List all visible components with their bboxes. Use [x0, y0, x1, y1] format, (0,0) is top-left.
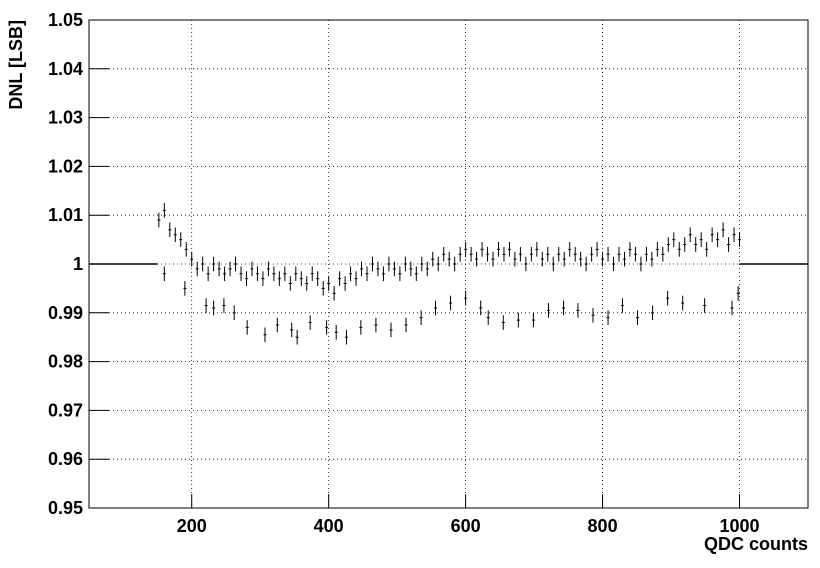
y-tick-label: 1.01: [48, 205, 83, 225]
y-axis-label: DNL [LSB]: [6, 20, 26, 110]
x-tick-label: 600: [451, 516, 481, 536]
y-tick-label: 1: [73, 254, 83, 274]
y-tick-label: 1.03: [48, 108, 83, 128]
x-tick-label: 200: [177, 516, 207, 536]
y-tick-label: 1.02: [48, 156, 83, 176]
y-tick-label: 0.95: [48, 498, 83, 518]
y-tick-label: 0.99: [48, 303, 83, 323]
x-tick-label: 800: [588, 516, 618, 536]
y-tick-label: 0.96: [48, 449, 83, 469]
y-tick-label: 1.05: [48, 10, 83, 30]
x-axis-label: QDC counts: [704, 534, 808, 554]
y-tick-label: 1.04: [48, 59, 83, 79]
y-tick-label: 0.97: [48, 400, 83, 420]
x-tick-label: 1000: [720, 516, 760, 536]
y-tick-label: 0.98: [48, 352, 83, 372]
x-tick-label: 400: [314, 516, 344, 536]
